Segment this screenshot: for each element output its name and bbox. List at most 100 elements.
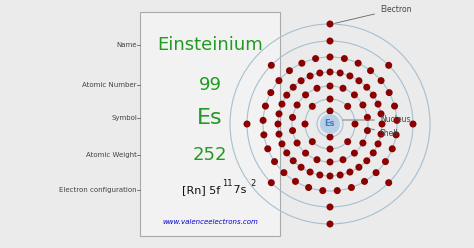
Text: Es: Es <box>325 120 335 128</box>
Ellipse shape <box>364 114 371 121</box>
Ellipse shape <box>327 83 334 90</box>
Ellipse shape <box>316 172 323 179</box>
Text: 99: 99 <box>199 76 221 94</box>
Ellipse shape <box>341 55 348 62</box>
Ellipse shape <box>312 55 319 62</box>
Ellipse shape <box>327 54 334 61</box>
Ellipse shape <box>293 101 301 109</box>
Ellipse shape <box>374 140 382 147</box>
Ellipse shape <box>264 145 271 152</box>
Ellipse shape <box>271 158 278 165</box>
Bar <box>140 12 280 236</box>
Ellipse shape <box>378 77 384 84</box>
Ellipse shape <box>382 158 389 165</box>
Text: Atomic Weight: Atomic Weight <box>86 152 137 158</box>
Ellipse shape <box>370 149 377 156</box>
Ellipse shape <box>292 178 299 185</box>
Ellipse shape <box>361 178 368 185</box>
Ellipse shape <box>389 145 396 152</box>
Ellipse shape <box>301 121 309 127</box>
Ellipse shape <box>281 169 287 176</box>
Text: Einsteinium: Einsteinium <box>157 36 263 54</box>
Text: Name: Name <box>117 42 137 48</box>
Ellipse shape <box>363 84 370 91</box>
Text: Atomic Number: Atomic Number <box>82 82 137 88</box>
Text: 7s: 7s <box>230 185 246 195</box>
Ellipse shape <box>359 101 366 109</box>
Ellipse shape <box>355 60 362 67</box>
Ellipse shape <box>327 158 334 165</box>
Text: Shell: Shell <box>371 129 399 138</box>
Ellipse shape <box>260 117 266 124</box>
Ellipse shape <box>370 92 377 99</box>
Ellipse shape <box>327 173 334 180</box>
Ellipse shape <box>393 117 401 124</box>
Ellipse shape <box>275 131 283 138</box>
Text: Electron: Electron <box>335 4 411 23</box>
Ellipse shape <box>327 133 334 141</box>
Ellipse shape <box>305 184 312 191</box>
Ellipse shape <box>356 164 363 171</box>
Text: Es: Es <box>197 108 223 128</box>
Ellipse shape <box>267 89 274 96</box>
Ellipse shape <box>298 60 305 67</box>
Ellipse shape <box>337 69 344 76</box>
Ellipse shape <box>346 169 354 176</box>
Ellipse shape <box>391 103 398 110</box>
Ellipse shape <box>392 131 400 138</box>
Ellipse shape <box>283 149 290 156</box>
Ellipse shape <box>337 172 344 179</box>
Ellipse shape <box>278 140 285 147</box>
Text: Nucleus: Nucleus <box>343 116 410 124</box>
Ellipse shape <box>313 156 320 163</box>
Ellipse shape <box>327 37 334 44</box>
Ellipse shape <box>307 169 314 176</box>
Ellipse shape <box>316 69 323 76</box>
Text: 252: 252 <box>193 146 227 164</box>
Ellipse shape <box>289 114 296 121</box>
Ellipse shape <box>351 92 358 98</box>
Text: 2: 2 <box>250 179 255 187</box>
Ellipse shape <box>344 138 351 145</box>
Text: www.valenceelectrons.com: www.valenceelectrons.com <box>162 219 258 225</box>
Ellipse shape <box>260 131 267 138</box>
Ellipse shape <box>348 184 355 191</box>
Ellipse shape <box>377 110 384 117</box>
Ellipse shape <box>298 77 305 84</box>
Ellipse shape <box>327 146 334 153</box>
Ellipse shape <box>327 68 334 75</box>
Ellipse shape <box>356 77 363 84</box>
Ellipse shape <box>298 164 305 171</box>
Ellipse shape <box>307 72 314 79</box>
Ellipse shape <box>346 72 354 79</box>
Ellipse shape <box>313 85 320 92</box>
Ellipse shape <box>293 139 301 147</box>
Ellipse shape <box>352 121 358 127</box>
Ellipse shape <box>334 187 341 194</box>
Ellipse shape <box>374 101 382 108</box>
Ellipse shape <box>385 179 392 186</box>
Ellipse shape <box>359 139 366 147</box>
Ellipse shape <box>386 89 392 96</box>
Ellipse shape <box>283 92 290 99</box>
Ellipse shape <box>278 101 285 108</box>
Ellipse shape <box>327 21 334 28</box>
Ellipse shape <box>302 92 309 98</box>
Ellipse shape <box>344 103 351 110</box>
Ellipse shape <box>327 95 334 102</box>
Ellipse shape <box>339 156 346 163</box>
Text: [Rn] 5f: [Rn] 5f <box>182 185 220 195</box>
Text: Electron configuration: Electron configuration <box>59 187 137 193</box>
Ellipse shape <box>309 103 316 110</box>
Ellipse shape <box>351 150 358 156</box>
Ellipse shape <box>309 138 316 145</box>
Ellipse shape <box>363 157 370 164</box>
Ellipse shape <box>244 121 250 127</box>
Ellipse shape <box>410 121 417 127</box>
Ellipse shape <box>290 84 297 91</box>
Ellipse shape <box>377 131 384 138</box>
Ellipse shape <box>373 169 380 176</box>
Ellipse shape <box>319 187 326 194</box>
Ellipse shape <box>274 121 282 127</box>
Ellipse shape <box>289 127 296 134</box>
